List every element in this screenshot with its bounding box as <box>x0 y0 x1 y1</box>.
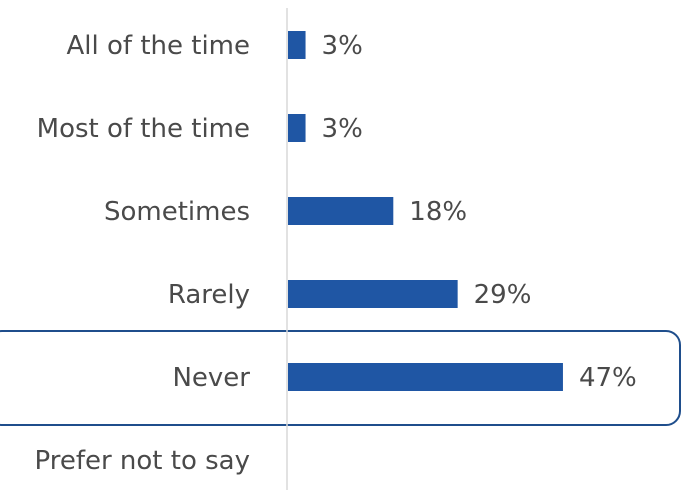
category-label: Sometimes <box>104 197 250 227</box>
category-label: Rarely <box>168 280 250 310</box>
bar <box>288 363 563 391</box>
bar <box>288 114 306 142</box>
bar <box>288 280 458 308</box>
category-labels: All of the time Most of the time Sometimes… <box>34 31 250 476</box>
value-label: 18% <box>409 197 467 227</box>
value-label: 29% <box>474 280 532 310</box>
category-label: Never <box>172 363 250 393</box>
category-label: All of the time <box>67 31 251 61</box>
value-label: 47% <box>579 363 637 393</box>
bar <box>288 31 306 59</box>
highlight-box <box>0 330 681 426</box>
category-label: Most of the time <box>37 114 250 144</box>
value-label: 3% <box>322 114 363 144</box>
value-labels: 3% 3% 18% 29% 47% <box>322 31 637 393</box>
value-label: 3% <box>322 31 363 61</box>
bar <box>288 197 394 225</box>
bars-group <box>288 31 563 391</box>
category-label: Prefer not to say <box>34 446 250 476</box>
